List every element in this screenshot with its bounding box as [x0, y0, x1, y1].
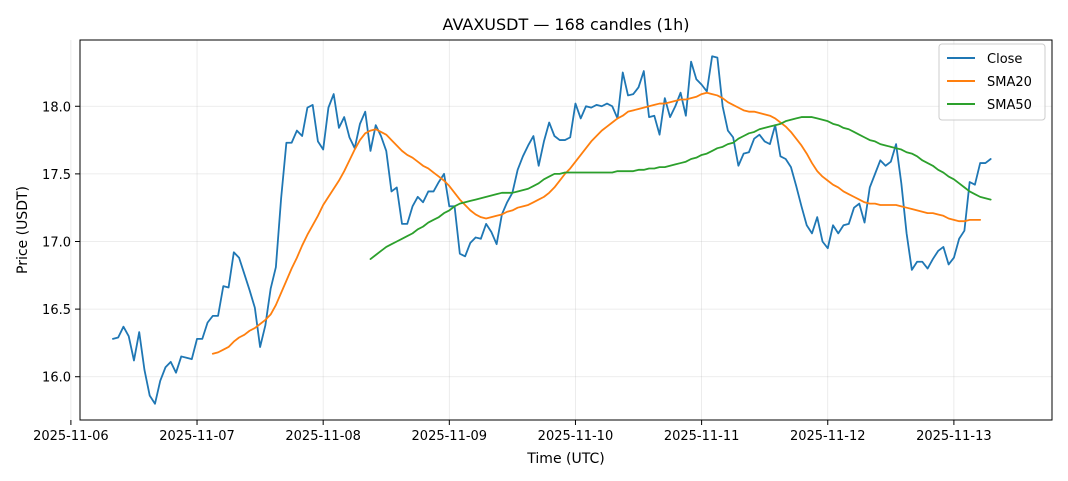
plot-area-frame	[79, 39, 1053, 421]
series-line-sma20	[211, 91, 982, 355]
x-tick-label: 2025-11-06	[33, 429, 109, 444]
x-tick-label: 2025-11-13	[916, 429, 992, 444]
y-tick-label: 16.5	[42, 303, 71, 318]
x-axis-label: Time (UTC)	[526, 451, 604, 467]
x-tick-label: 2025-11-12	[790, 429, 866, 444]
x-tick-label: 2025-11-10	[538, 429, 614, 444]
chart-title: AVAXUSDT — 168 candles (1h)	[443, 15, 690, 34]
x-tick-label: 2025-11-11	[664, 429, 740, 444]
y-tick-label: 17.0	[42, 235, 71, 250]
y-axis: 16.0 16.5 17.0 17.5 18.0	[42, 100, 80, 386]
series-line-close	[112, 55, 992, 405]
y-tick-label: 18.0	[42, 100, 71, 115]
legend-label-sma20: SMA20	[987, 75, 1032, 90]
legend: Close SMA20 SMA50	[938, 43, 1046, 121]
x-tick-label: 2025-11-08	[285, 429, 361, 444]
y-tick-label: 17.5	[42, 168, 71, 183]
legend-label-close: Close	[987, 52, 1022, 67]
series-layer	[112, 55, 992, 405]
legend-label-sma50: SMA50	[987, 98, 1032, 113]
y-tick-label: 16.0	[42, 371, 71, 386]
x-axis: 2025-11-06 2025-11-07 2025-11-08 2025-11-09…	[33, 420, 992, 444]
legend-box	[938, 43, 1046, 121]
y-axis-label: Price (USDT)	[15, 186, 31, 274]
x-tick-label: 2025-11-09	[412, 429, 488, 444]
x-tick-label: 2025-11-07	[159, 429, 235, 444]
series-line-sma50	[369, 116, 992, 260]
